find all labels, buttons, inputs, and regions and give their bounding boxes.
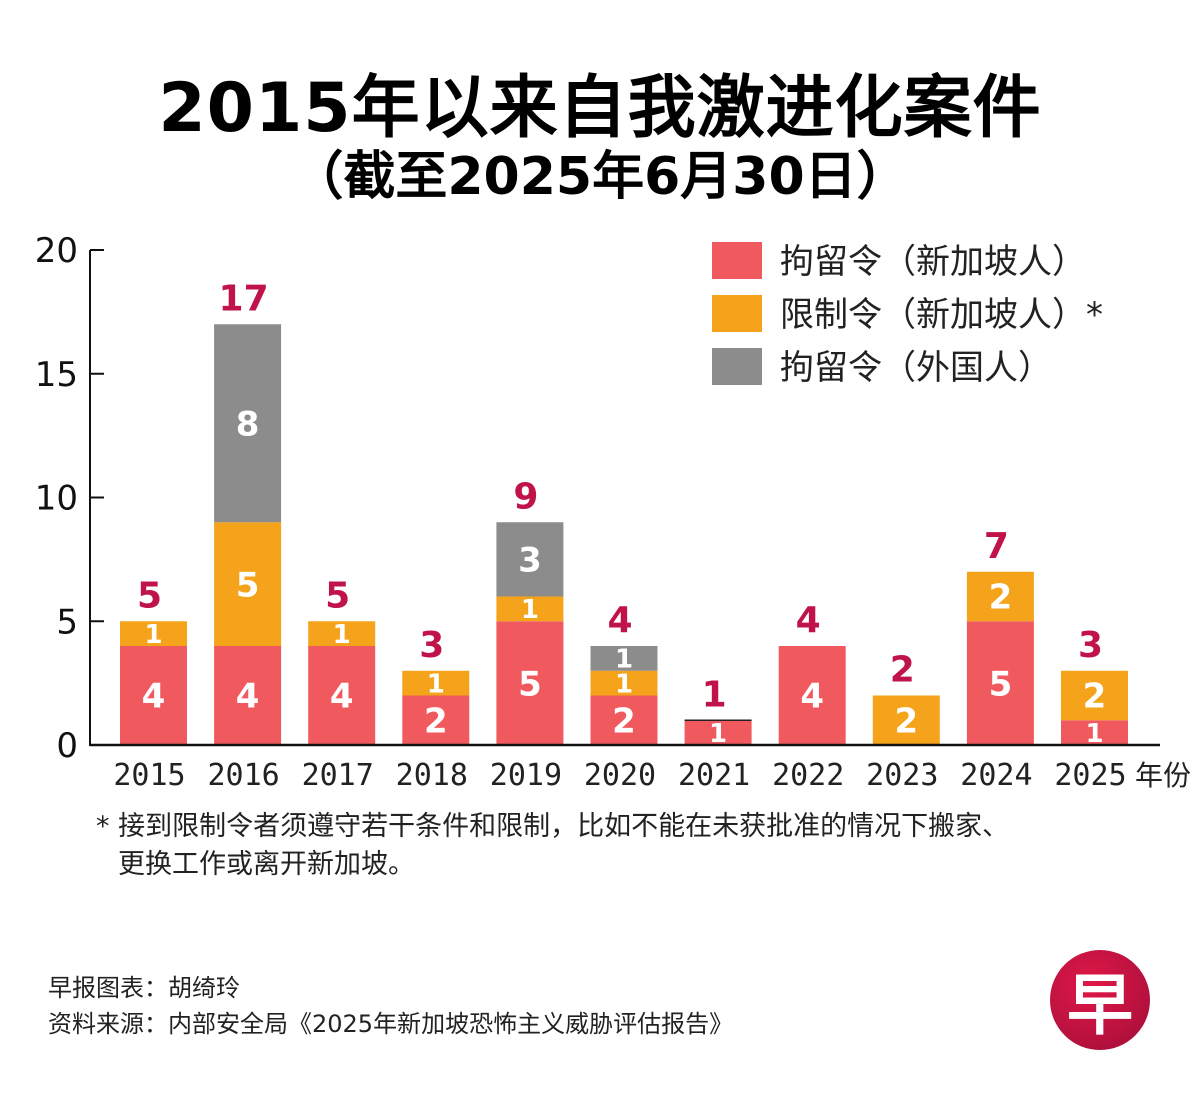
x-tick-label: 2021	[678, 758, 750, 793]
x-tick-label: 2025	[1054, 758, 1126, 793]
x-tick-label: 2019	[490, 758, 562, 793]
legend-swatch	[712, 348, 762, 385]
bar-total-label: 4	[607, 600, 632, 641]
bar-total-label: 4	[796, 600, 821, 641]
legend-swatch	[712, 295, 762, 332]
chart-title: 2015年以来自我激进化案件	[158, 69, 1042, 148]
footnote-line-2: 更换工作或离开新加坡。	[118, 849, 415, 880]
segment-value-label: 1	[144, 620, 162, 650]
segment-value-label: 4	[800, 677, 824, 717]
x-tick-label: 2015	[113, 758, 185, 793]
bar-total-label: 7	[984, 526, 1009, 567]
segment-value-label: 2	[894, 701, 918, 741]
segment-value-label: 1	[615, 669, 633, 699]
segment-value-label: 1	[427, 669, 445, 699]
bar-segment	[966, 621, 1034, 745]
chart-subtitle: （截至2025年6月30日）	[291, 147, 909, 207]
bar-segment	[590, 670, 658, 696]
bar-total-label: 5	[325, 575, 350, 616]
x-tick-label: 2022	[772, 758, 844, 793]
segment-value-label: 4	[236, 677, 260, 717]
bar-segment	[308, 646, 376, 745]
x-tick-label: 2020	[584, 758, 656, 793]
bar-segment	[872, 695, 940, 745]
segment-value-label: 5	[989, 664, 1013, 704]
x-tick-label: 2023	[866, 758, 938, 793]
bar-segment	[402, 670, 470, 696]
bar-total-label: 1	[702, 674, 727, 715]
segment-value-label: 2	[612, 701, 636, 741]
footnote: * 接到限制令者须遵守若干条件和限制，比如不能在未获批准的情况下搬家、 更换工作…	[96, 808, 1009, 884]
legend-label: 限制令（新加坡人）*	[780, 295, 1103, 335]
chart-credit: 早报图表：胡绮玲	[48, 974, 240, 1002]
bar-segment	[684, 720, 752, 745]
segment-value-label: 4	[142, 677, 166, 717]
bar-segment	[966, 571, 1034, 622]
bar-segment	[308, 621, 376, 646]
bar-segment	[214, 522, 282, 646]
bar-segment	[1061, 720, 1128, 745]
segment-value-label: 1	[1085, 719, 1103, 749]
segment-value-label: 2	[989, 578, 1013, 618]
segment-value-label: 2	[1083, 677, 1107, 717]
legend-label: 拘留令（外国人）	[780, 348, 1052, 388]
bar-segment	[496, 596, 564, 622]
segment-value-label: 3	[518, 541, 542, 581]
y-tick-label: 20	[35, 231, 78, 271]
segment-value-label: 1	[521, 595, 539, 625]
data-source: 资料来源：内部安全局《2025年新加坡恐怖主义威胁评估报告》	[48, 1010, 734, 1038]
segment-value-label: 8	[236, 404, 260, 444]
bar-total-label: 2	[890, 650, 915, 691]
y-tick-label: 10	[35, 479, 78, 519]
bar-segment	[1061, 670, 1128, 721]
segment-value-label: 2	[424, 701, 448, 741]
segment-value-label: 1	[333, 620, 351, 650]
bar-segment	[590, 695, 658, 745]
y-tick-label: 15	[35, 355, 78, 395]
bar-segment	[120, 621, 187, 646]
x-axis-title: 年份	[1135, 759, 1191, 792]
bar-segment	[496, 621, 564, 745]
zaobao-logo-icon: 早	[1050, 950, 1150, 1050]
bar-segment	[496, 522, 564, 597]
bar-segment	[778, 646, 846, 745]
bar-segment	[402, 695, 470, 745]
bar-total-label: 3	[1078, 625, 1103, 666]
x-tick-label: 2024	[960, 758, 1032, 793]
segment-value-label: 5	[236, 565, 260, 605]
y-tick-label: 0	[56, 726, 78, 766]
segment-value-label: 5	[518, 664, 542, 704]
x-tick-label: 2018	[396, 758, 468, 793]
segment-value-label: 4	[330, 677, 354, 717]
stacked-bar-chart: 0510152041520154581720164152017213201851…	[35, 231, 1191, 793]
bar-segment	[214, 646, 282, 745]
bar-total-label: 5	[137, 575, 162, 616]
bar-segment	[590, 646, 658, 671]
bar-segment	[214, 324, 282, 523]
legend-label: 拘留令（新加坡人）	[780, 242, 1086, 282]
footnote-line-1: * 接到限制令者须遵守若干条件和限制，比如不能在未获批准的情况下搬家、	[96, 811, 1010, 842]
bar-total-label: 17	[219, 278, 269, 319]
segment-value-label: 1	[615, 645, 633, 675]
bar-total-label: 9	[513, 476, 538, 517]
bar-total-label: 3	[419, 625, 444, 666]
x-tick-label: 2017	[302, 758, 374, 793]
segment-value-label: 1	[709, 719, 727, 749]
y-tick-label: 5	[56, 602, 78, 642]
legend-swatch	[712, 242, 762, 279]
x-tick-label: 2016	[207, 758, 279, 793]
bar-segment	[120, 646, 187, 745]
